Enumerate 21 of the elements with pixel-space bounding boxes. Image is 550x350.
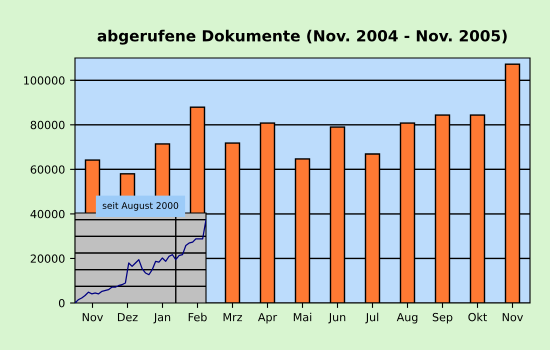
chart-title: abgerufene Dokumente (Nov. 2004 - Nov. 2005)	[98, 30, 507, 45]
x-tick-label: Nov	[502, 313, 524, 322]
x-tick-label: Jan	[153, 313, 170, 324]
x-tick-label: Apr	[258, 313, 278, 324]
x-tick-label: Nov	[82, 313, 104, 322]
x-tick-label: Mai	[294, 312, 312, 322]
y-tick-label: 100000	[24, 76, 65, 85]
y-tick-label: 80000	[30, 120, 65, 130]
y-tick-label: 20000	[30, 254, 65, 263]
chart-title: seit August 2000	[102, 202, 178, 211]
x-tick-label: Mrz	[224, 313, 242, 322]
x-tick-label: Feb	[188, 312, 207, 322]
x-tick-label: Jul	[365, 312, 378, 324]
y-tick-label: 40000	[30, 210, 65, 218]
x-tick-label: Sep	[432, 312, 452, 324]
x-tick-label: Jun	[328, 313, 346, 324]
y-tick-label: 60000	[30, 165, 65, 174]
x-tick-label: Okt	[468, 312, 487, 322]
y-tick-label: 0	[58, 298, 65, 308]
x-tick-label: Aug	[396, 313, 418, 324]
x-tick-label: Dez	[118, 313, 138, 322]
